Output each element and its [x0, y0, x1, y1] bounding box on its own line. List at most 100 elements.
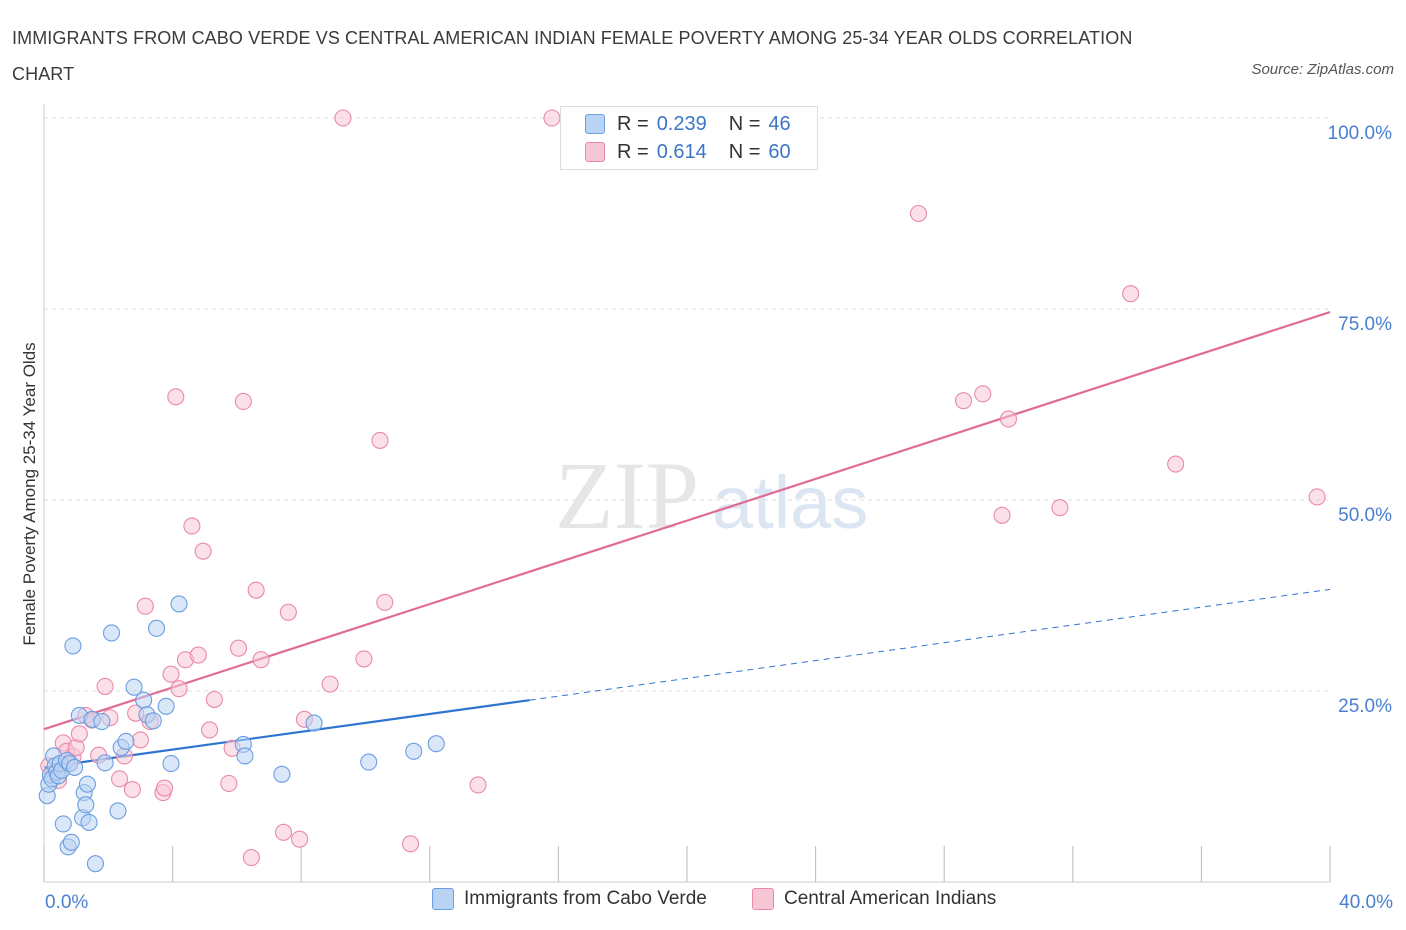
point-cabo-verde	[109, 802, 127, 820]
point-central-american-indian	[291, 830, 309, 848]
point-cabo-verde	[96, 754, 114, 772]
chart-title: IMMIGRANTS FROM CABO VERDE VS CENTRAL AM…	[12, 28, 1133, 84]
point-cabo-verde	[170, 595, 188, 613]
point-cabo-verde	[157, 697, 175, 715]
point-cabo-verde	[273, 765, 291, 783]
legend-row-cabo-verde: R = 0.239 N = 46	[585, 111, 791, 137]
point-cabo-verde	[360, 753, 378, 771]
point-cabo-verde	[93, 713, 111, 731]
point-central-american-indian	[234, 392, 252, 410]
point-cabo-verde	[405, 742, 423, 760]
stats-legend: R = 0.239 N = 46 R = 0.614 N = 60	[560, 106, 818, 170]
point-cabo-verde	[135, 691, 153, 709]
series-legend: Immigrants from Cabo Verde Central Ameri…	[0, 888, 1406, 916]
point-central-american-indian	[201, 721, 219, 739]
point-central-american-indian	[1167, 455, 1185, 473]
point-central-american-indian	[123, 781, 141, 799]
trend-line-central-american-indians	[43, 311, 1331, 731]
x-tick-label-max: 40.0%	[1339, 892, 1393, 913]
legend-n-label: N =	[728, 140, 761, 163]
legend-r-label: R =	[617, 140, 649, 163]
series-legend-cabo-verde[interactable]: Immigrants from Cabo Verde	[432, 888, 707, 910]
series-swatch-pink	[752, 888, 774, 910]
watermark-group: ZIP atlas	[555, 442, 868, 549]
point-cabo-verde	[86, 855, 104, 873]
point-central-american-indian	[974, 385, 992, 403]
point-central-american-indian	[220, 774, 238, 792]
point-central-american-indian	[194, 542, 212, 560]
point-cabo-verde	[80, 813, 98, 831]
point-central-american-indian	[205, 690, 223, 708]
point-central-american-indian	[355, 650, 373, 668]
point-central-american-indian	[167, 388, 185, 406]
point-central-american-indian	[1308, 488, 1326, 506]
point-central-american-indian	[334, 109, 352, 127]
point-central-american-indian	[183, 517, 201, 535]
point-cabo-verde	[236, 747, 254, 765]
point-cabo-verde	[117, 732, 135, 750]
point-central-american-indian	[954, 392, 973, 410]
legend-row-central-american-indians: R = 0.614 N = 60	[585, 139, 791, 165]
point-central-american-indian	[371, 431, 389, 449]
y-tick-label: 75.0%	[1338, 314, 1392, 335]
point-cabo-verde	[162, 755, 180, 773]
point-central-american-indian	[1051, 499, 1069, 517]
point-central-american-indian	[111, 770, 129, 788]
point-cabo-verde	[144, 712, 162, 730]
point-cabo-verde	[64, 637, 82, 655]
point-central-american-indian	[96, 677, 114, 695]
legend-n-value-2: 60	[768, 140, 791, 163]
watermark-zip: ZIP	[555, 442, 699, 549]
point-central-american-indian	[999, 410, 1018, 428]
point-cabo-verde	[54, 815, 72, 833]
trend-line-cabo-verde-extension	[529, 588, 1331, 701]
series-legend-central-american-indians[interactable]: Central American Indians	[752, 888, 996, 910]
axes	[43, 104, 1331, 883]
legend-r-value-1: 0.239	[656, 112, 707, 135]
point-cabo-verde	[102, 624, 121, 642]
point-central-american-indian	[242, 849, 260, 867]
point-central-american-indian	[543, 109, 561, 127]
point-central-american-indian	[156, 779, 174, 797]
axis-labels: 25.0% 50.0% 75.0% 100.0% 0.0% 40.0% Female Pov…	[20, 123, 1393, 913]
data-points	[38, 109, 1326, 873]
point-cabo-verde	[305, 714, 323, 732]
point-central-american-indian	[229, 639, 248, 657]
legend-n-label: N =	[728, 112, 761, 135]
point-cabo-verde	[77, 796, 95, 814]
y-tick-label: 25.0%	[1338, 696, 1392, 717]
legend-r-label: R =	[617, 112, 649, 135]
legend-swatch-pink	[585, 142, 605, 162]
point-central-american-indian	[1122, 285, 1140, 303]
series-name-1: Immigrants from Cabo Verde	[464, 888, 707, 909]
point-cabo-verde	[65, 758, 84, 776]
point-central-american-indian	[131, 731, 149, 749]
point-central-american-indian	[170, 680, 188, 698]
point-central-american-indian	[321, 675, 339, 693]
source-label: Source: ZipAtlas.com	[1251, 61, 1394, 78]
point-cabo-verde	[125, 678, 143, 696]
series-swatch-blue	[432, 888, 454, 910]
point-central-american-indian	[252, 651, 270, 669]
series-name-2: Central American Indians	[784, 888, 997, 909]
point-central-american-indian	[274, 823, 293, 841]
point-central-american-indian	[162, 665, 180, 683]
legend-swatch-blue	[585, 114, 605, 134]
point-cabo-verde	[78, 775, 96, 793]
y-axis-title: Female Poverty Among 25-34 Year Olds	[20, 342, 39, 645]
x-tick-label-min: 0.0%	[45, 892, 88, 913]
point-central-american-indian	[909, 204, 928, 223]
point-central-american-indian	[247, 581, 265, 599]
y-tick-label: 100.0%	[1328, 123, 1393, 144]
legend-n-value-1: 46	[768, 112, 791, 135]
point-cabo-verde	[147, 619, 166, 637]
point-central-american-indian	[279, 603, 297, 621]
point-central-american-indian	[469, 776, 487, 794]
point-central-american-indian	[376, 593, 394, 611]
legend-r-value-2: 0.614	[656, 140, 707, 163]
point-central-american-indian	[70, 725, 88, 743]
watermark-atlas: atlas	[712, 461, 868, 544]
point-cabo-verde	[62, 833, 80, 851]
point-cabo-verde	[427, 735, 445, 753]
